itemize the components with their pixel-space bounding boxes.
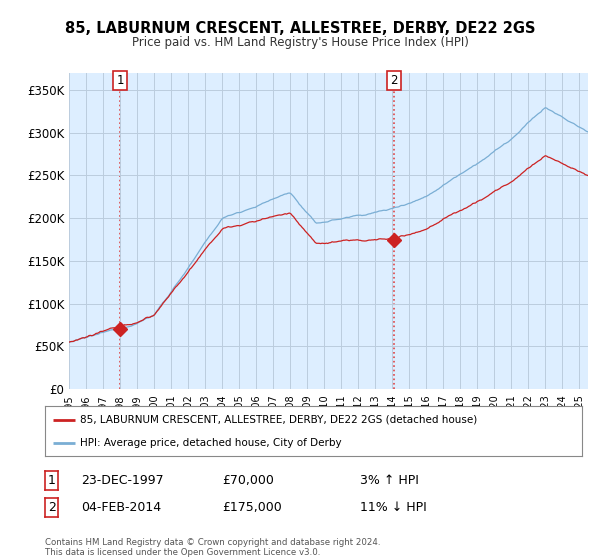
Text: 85, LABURNUM CRESCENT, ALLESTREE, DERBY, DE22 2GS (detached house): 85, LABURNUM CRESCENT, ALLESTREE, DERBY,… (80, 414, 477, 424)
Text: 3% ↑ HPI: 3% ↑ HPI (360, 474, 419, 487)
Text: 11% ↓ HPI: 11% ↓ HPI (360, 501, 427, 515)
Text: Contains HM Land Registry data © Crown copyright and database right 2024.
This d: Contains HM Land Registry data © Crown c… (45, 538, 380, 557)
Text: 2: 2 (390, 74, 398, 87)
Text: £70,000: £70,000 (222, 474, 274, 487)
Text: 1: 1 (47, 474, 56, 487)
Text: 04-FEB-2014: 04-FEB-2014 (81, 501, 161, 515)
Text: Price paid vs. HM Land Registry's House Price Index (HPI): Price paid vs. HM Land Registry's House … (131, 36, 469, 49)
Text: £175,000: £175,000 (222, 501, 282, 515)
Text: 1: 1 (116, 74, 124, 87)
Text: 85, LABURNUM CRESCENT, ALLESTREE, DERBY, DE22 2GS: 85, LABURNUM CRESCENT, ALLESTREE, DERBY,… (65, 21, 535, 36)
Text: HPI: Average price, detached house, City of Derby: HPI: Average price, detached house, City… (80, 438, 341, 448)
Text: 2: 2 (47, 501, 56, 515)
Text: 23-DEC-1997: 23-DEC-1997 (81, 474, 164, 487)
